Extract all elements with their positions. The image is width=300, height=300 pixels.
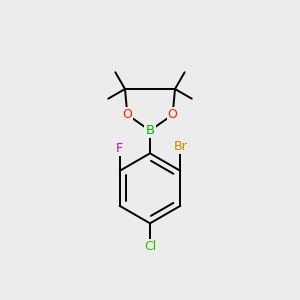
Text: F: F <box>116 142 123 155</box>
Text: Cl: Cl <box>144 239 156 253</box>
Text: B: B <box>146 124 154 137</box>
Text: Br: Br <box>173 140 187 153</box>
Text: O: O <box>168 108 178 121</box>
Text: O: O <box>122 108 132 121</box>
